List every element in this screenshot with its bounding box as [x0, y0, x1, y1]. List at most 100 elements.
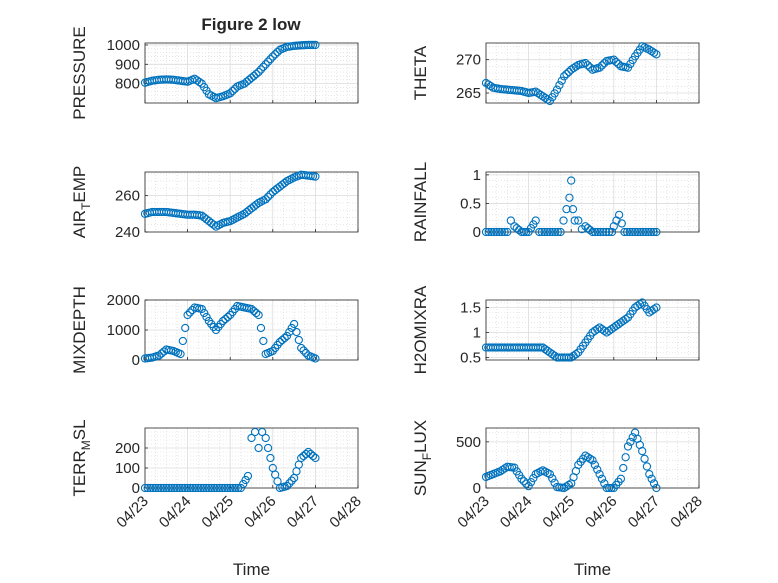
data-point	[600, 59, 609, 68]
data-point	[252, 69, 261, 79]
data-point	[195, 77, 204, 87]
data-point	[202, 483, 211, 493]
data-point	[601, 227, 611, 237]
data-point	[178, 336, 188, 346]
subplot-6: 0.5 1 1.5 H2OMIXRA	[411, 285, 700, 374]
data-point	[266, 54, 275, 64]
y-axis-title: PRESSURE	[70, 26, 89, 120]
axes-frame	[144, 42, 359, 104]
data-point	[259, 62, 268, 72]
data-point	[635, 300, 644, 309]
y-tick-label: 270	[456, 52, 481, 69]
data-point	[628, 227, 637, 237]
data-point	[287, 323, 296, 333]
data-point	[311, 453, 320, 463]
data-point	[633, 227, 642, 237]
data-point	[234, 483, 243, 493]
data-point	[545, 470, 555, 479]
data-point	[593, 465, 602, 474]
data-point	[562, 204, 571, 214]
data-point	[256, 65, 266, 74]
data-point	[299, 346, 308, 355]
data-point	[597, 474, 607, 483]
data-point	[186, 483, 195, 493]
data-point	[557, 76, 566, 85]
data-point	[585, 225, 595, 235]
data-point	[249, 306, 259, 316]
data-point	[220, 483, 230, 493]
data-point	[306, 40, 315, 50]
y-tick-label: 0	[132, 480, 140, 497]
y-tick-label: 0	[132, 352, 140, 369]
data-point	[548, 474, 557, 483]
data-point	[236, 483, 245, 493]
data-point	[588, 456, 597, 465]
data-point	[197, 304, 206, 314]
data-point	[306, 449, 315, 459]
data-point	[183, 483, 192, 493]
data-point	[596, 227, 605, 237]
data-point	[194, 483, 203, 493]
y-tick-label: 200	[115, 440, 140, 457]
data-point	[271, 50, 280, 59]
data-point	[588, 227, 597, 237]
y-tick-label: 240	[115, 224, 140, 241]
data-point	[218, 483, 227, 493]
data-point	[200, 308, 209, 318]
data-point	[545, 227, 555, 237]
data-point	[164, 483, 174, 493]
data-point	[559, 216, 568, 225]
data-point	[143, 483, 152, 493]
y-axis-title: THETA	[411, 45, 430, 100]
data-point	[609, 55, 618, 64]
data-point	[311, 40, 320, 50]
data-point	[221, 314, 230, 324]
data-point	[191, 483, 200, 493]
data-point	[620, 227, 629, 237]
data-point	[140, 483, 150, 493]
data-point	[612, 57, 621, 67]
y-axis-title: AIRTEMP	[70, 166, 93, 239]
data-point	[519, 227, 529, 237]
data-point	[565, 193, 574, 202]
data-point	[162, 483, 171, 493]
data-point	[649, 227, 658, 237]
data-point	[181, 323, 190, 333]
data-point	[543, 95, 552, 104]
data-point	[614, 59, 623, 69]
data-point	[243, 471, 253, 481]
data-point	[210, 483, 219, 493]
data-point	[239, 479, 248, 489]
subplot-1: 800 900 1000 PRESSURE	[70, 26, 359, 120]
data-point	[524, 482, 533, 491]
data-point	[311, 354, 320, 363]
axes-frame	[485, 42, 700, 104]
data-point	[254, 443, 263, 453]
data-point	[178, 483, 187, 493]
data-point	[640, 454, 649, 463]
y-tick-label: 265	[456, 85, 481, 102]
data-point	[223, 312, 232, 322]
data-point	[484, 227, 493, 237]
data-point	[304, 447, 313, 457]
y-tick-label: 1	[473, 325, 481, 342]
data-point	[155, 351, 164, 360]
data-point	[621, 453, 630, 462]
data-point	[526, 478, 536, 487]
data-point	[552, 85, 562, 94]
data-point	[183, 310, 192, 320]
data-point	[559, 72, 569, 81]
data-point	[207, 483, 216, 493]
data-point	[167, 483, 176, 493]
data-point	[226, 89, 235, 98]
data-point	[652, 303, 661, 312]
data-point	[223, 483, 232, 493]
data-point	[595, 63, 604, 72]
data-point	[623, 442, 633, 451]
data-point	[146, 483, 155, 493]
data-point	[175, 483, 184, 493]
data-point	[503, 227, 512, 237]
data-point	[638, 227, 648, 237]
data-point	[564, 353, 573, 362]
data-point	[282, 331, 292, 341]
